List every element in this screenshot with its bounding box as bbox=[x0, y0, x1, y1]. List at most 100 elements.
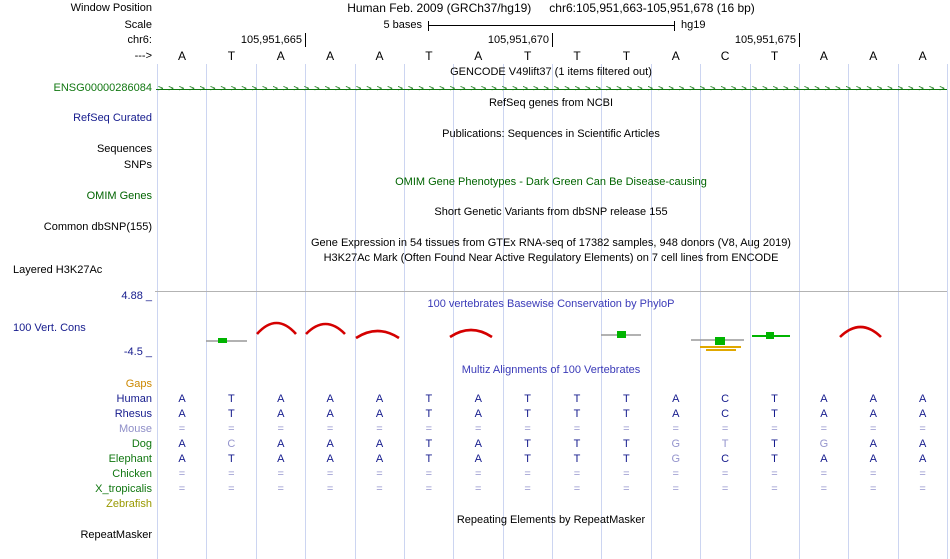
repeatmasker-label[interactable]: RepeatMasker bbox=[80, 529, 152, 541]
alignment-base: T bbox=[524, 438, 531, 450]
alignment-base: T bbox=[771, 408, 778, 420]
alignment-base: A bbox=[869, 393, 877, 405]
alignment-base: A bbox=[672, 408, 680, 420]
alignment-base: A bbox=[375, 438, 384, 450]
base-letter: A bbox=[819, 49, 828, 63]
alignment-row-label-elephant[interactable]: Elephant bbox=[108, 453, 152, 465]
base-letter: T bbox=[770, 49, 779, 63]
gene-id-label[interactable]: ENSG00000286084 bbox=[53, 82, 152, 94]
refseq-track-title[interactable]: RefSeq genes from NCBI bbox=[488, 97, 614, 109]
publications-track-title[interactable]: Publications: Sequences in Scientific Ar… bbox=[442, 128, 660, 140]
alignment-base: = bbox=[475, 483, 482, 495]
conservation-track-title[interactable]: 100 vertebrates Basewise Conservation by… bbox=[427, 298, 675, 310]
refseq-curated-label[interactable]: RefSeq Curated bbox=[73, 112, 152, 124]
alignment-base: = bbox=[623, 423, 630, 435]
base-letter: T bbox=[425, 49, 433, 63]
alignment-base: A bbox=[326, 408, 334, 420]
alignment-base: G bbox=[671, 438, 681, 450]
alignment-base: T bbox=[623, 393, 630, 405]
alignment-base: T bbox=[425, 438, 433, 450]
alignment-base: = bbox=[623, 483, 630, 495]
conservation-peak bbox=[355, 329, 400, 340]
gene-model-line[interactable]: >>>>>>>>>>>>>>>>>>>>>>>>>>>>>>>>>>>>>>>>… bbox=[156, 84, 947, 95]
omim-genes-label[interactable]: OMIM Genes bbox=[86, 190, 152, 202]
alignment-base: A bbox=[178, 408, 186, 420]
alignment-row-label-gaps[interactable]: Gaps bbox=[125, 378, 152, 390]
alignment-base: T bbox=[771, 393, 778, 405]
alignment-base: = bbox=[425, 423, 433, 435]
alignment-base: = bbox=[623, 468, 630, 480]
omim-track-title[interactable]: OMIM Gene Phenotypes - Dark Green Can Be… bbox=[395, 176, 707, 188]
guideline bbox=[700, 64, 702, 559]
alignment-base: = bbox=[771, 468, 778, 480]
alignment-base: = bbox=[425, 468, 433, 480]
alignment-row-label-mouse[interactable]: Mouse bbox=[118, 423, 152, 435]
h3k27ac-track-title[interactable]: H3K27Ac Mark (Often Found Near Active Re… bbox=[323, 252, 779, 264]
alignment-base: A bbox=[474, 393, 482, 405]
alignment-base: T bbox=[228, 408, 235, 420]
layered-h3k27ac-label[interactable]: Layered H3K27Ac bbox=[13, 264, 103, 276]
sequences-label[interactable]: Sequences bbox=[96, 143, 152, 155]
alignment-base: A bbox=[277, 453, 285, 465]
guideline bbox=[552, 64, 553, 559]
multiz-track-title[interactable]: Multiz Alignments of 100 Vertebrates bbox=[461, 364, 641, 376]
alignment-row-label-x_tropicalis[interactable]: X_tropicalis bbox=[95, 483, 152, 495]
alignment-base: T bbox=[771, 438, 778, 450]
guideline bbox=[601, 64, 603, 559]
alignment-row-label-zebrafish[interactable]: Zebrafish bbox=[106, 498, 152, 510]
alignment-base: T bbox=[524, 393, 531, 405]
alignment-row-label-dog[interactable]: Dog bbox=[131, 438, 152, 450]
base-letter: A bbox=[375, 49, 384, 63]
alignment-base: C bbox=[721, 393, 730, 405]
snps-label[interactable]: SNPs bbox=[123, 159, 152, 171]
alignment-base: A bbox=[918, 453, 927, 465]
alignment-base: = bbox=[524, 468, 531, 480]
alignment-base: A bbox=[474, 453, 482, 465]
base-letter: T bbox=[523, 49, 532, 63]
conservation-track-label[interactable]: 100 Vert. Cons bbox=[13, 322, 86, 334]
alignment-base: A bbox=[326, 453, 334, 465]
alignment-base: = bbox=[870, 483, 877, 495]
guideline bbox=[650, 64, 652, 559]
alignment-base: A bbox=[375, 408, 384, 420]
conservation-peak bbox=[256, 321, 297, 335]
alignment-base: T bbox=[573, 408, 581, 420]
repeatmasker-track-title[interactable]: Repeating Elements by RepeatMasker bbox=[456, 514, 646, 526]
alignment-base: A bbox=[326, 393, 334, 405]
alignment-base: G bbox=[819, 438, 829, 450]
alignment-base: = bbox=[228, 468, 235, 480]
scale-bar bbox=[428, 21, 675, 31]
alignment-base: T bbox=[573, 453, 581, 465]
window-position-label: Window Position bbox=[70, 2, 152, 14]
alignment-base: T bbox=[573, 438, 581, 450]
alignment-base: A bbox=[918, 393, 927, 405]
alignment-base: A bbox=[178, 438, 186, 450]
alignment-base: T bbox=[425, 453, 433, 465]
base-letter: A bbox=[918, 49, 927, 63]
alignment-base: A bbox=[672, 393, 680, 405]
alignment-base: A bbox=[869, 453, 877, 465]
alignment-row-label-rhesus[interactable]: Rhesus bbox=[114, 408, 152, 420]
ruler-position-label: 105,951,670 bbox=[487, 34, 549, 46]
gtex-track-title[interactable]: Gene Expression in 54 tissues from GTEx … bbox=[311, 237, 791, 249]
base-letter: A bbox=[276, 49, 285, 63]
guideline bbox=[897, 64, 899, 559]
alignment-base: A bbox=[474, 408, 482, 420]
alignment-base: = bbox=[573, 423, 581, 435]
alignment-base: T bbox=[623, 453, 630, 465]
alignment-base: = bbox=[573, 468, 581, 480]
guideline bbox=[848, 64, 850, 559]
alignment-base: = bbox=[277, 483, 284, 495]
common-dbsnp-label[interactable]: Common dbSNP(155) bbox=[43, 221, 152, 233]
gencode-track-title[interactable]: GENCODE V49lift37 (1 items filtered out) bbox=[450, 66, 652, 78]
alignment-base: A bbox=[918, 408, 927, 420]
guideline bbox=[502, 64, 504, 559]
alignment-row-label-chicken[interactable]: Chicken bbox=[112, 468, 152, 480]
base-letter: A bbox=[474, 49, 483, 63]
alignment-row-label-human[interactable]: Human bbox=[116, 393, 152, 405]
alignment-base: = bbox=[228, 423, 235, 435]
alignment-base: T bbox=[623, 438, 630, 450]
dbsnp-track-title[interactable]: Short Genetic Variants from dbSNP releas… bbox=[434, 206, 668, 218]
conservation-score-box bbox=[715, 337, 725, 345]
alignment-base: A bbox=[474, 438, 482, 450]
